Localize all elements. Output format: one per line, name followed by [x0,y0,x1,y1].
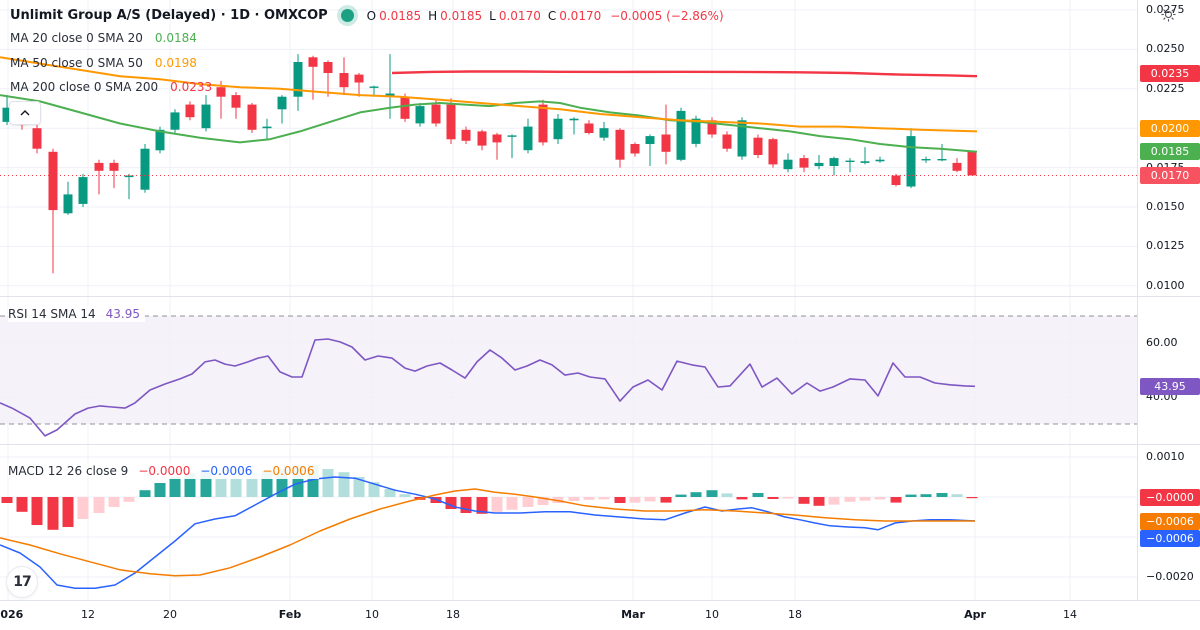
rsi-panel[interactable] [0,296,1137,444]
rsi-band [0,316,1137,424]
price-axis-label: 0.0150 [1146,200,1185,213]
price-axis-label: 0.0100 [1146,278,1185,292]
price-axis-label: 0.0250 [1146,42,1185,56]
macd-histogram [1,465,978,530]
ohlc-key: L [489,8,496,23]
ma50-price-badge: 0.0200 [1140,119,1200,137]
time-axis-tick: Apr [964,608,986,621]
price-scale[interactable]: 0.02750.02500.02250.01750.01500.01250.01… [1138,0,1200,600]
macd-axis-label: 0.0010 [1146,450,1185,463]
ma50-line [0,56,978,133]
macd-line-badge: −0.0006 [1140,529,1200,547]
time-axis-separator [0,600,1200,601]
time-axis-tick: 10 [705,608,719,621]
price-change: −0.0005 (−2.86%) [610,8,724,23]
ohlc-value: 0.0170 [559,8,602,23]
price-axis-label: 0.0225 [1146,81,1185,95]
ma200-price-badge: 0.0235 [1140,64,1200,82]
price-axis-label: 0.0275 [1146,3,1185,16]
macd-legend-value: −0.0006 [200,464,253,478]
price-panel[interactable] [0,0,1137,296]
ma50-label: MA 50 close 0 SMA 50 [10,56,143,70]
symbol-title[interactable]: Unlimit Group A/S (Delayed) · 1D · OMXCO… [10,8,328,23]
macd-axis-label: −0.0020 [1146,570,1194,583]
price-axis-label: 0.0125 [1146,239,1185,253]
time-axis-tick: 18 [788,608,802,621]
macd-legend-value: −0.0000 [138,464,191,478]
ohlc-value: 0.0170 [498,8,541,23]
macd-label: MACD 12 26 close 9 [8,464,129,478]
candles-layer [2,54,977,274]
ohlc-key: H [428,8,438,23]
panel-separator[interactable] [0,296,1200,297]
rsi-label: RSI 14 SMA 14 [8,307,96,321]
time-axis-tick: 18 [446,608,460,621]
ohlc-key: C [547,8,557,23]
ma50-value: 0.0198 [154,56,197,70]
ma200-legend[interactable]: MA 200 close 0 SMA 200 0.0233 [10,80,212,94]
market-status-icon[interactable] [340,9,354,22]
price-axis-separator [1137,0,1138,600]
ma20-line [0,94,978,153]
symbol-legend: Unlimit Group A/S (Delayed) · 1D · OMXCO… [10,8,724,23]
time-axis-tick: 12 [81,608,95,621]
macd-hist-badge: −0.0000 [1140,488,1200,506]
rsi-legend[interactable]: RSI 14 SMA 14 43.95 [8,306,146,322]
macd-values: −0.0000 −0.0006 −0.0006 [138,464,314,478]
ma20-value: 0.0184 [154,31,197,45]
macd-signal-badge: −0.0006 [1140,512,1200,530]
time-axis-tick: 14 [1063,608,1077,621]
time-axis-tick: Mar [621,608,645,621]
chevron-up-icon [20,110,30,116]
macd-panel[interactable] [0,444,1137,600]
price-gridlines [0,0,1137,296]
settings-gear-icon[interactable] [1161,7,1176,22]
ma50-legend[interactable]: MA 50 close 0 SMA 50 0.0198 [10,56,197,70]
macd-legend[interactable]: MACD 12 26 close 9 −0.0000 −0.0006 −0.0006 [8,463,320,479]
ohlc-value: 0.0185 [379,8,422,23]
macd-line [0,476,976,589]
last-price-badge: 0.0170 [1140,166,1200,184]
rsi-value: 43.95 [105,307,141,321]
ma200-label: MA 200 close 0 SMA 200 [10,80,159,94]
macd-legend-value: −0.0006 [262,464,315,478]
tradingview-logo[interactable]: 17 [6,566,38,598]
macd-signal-line [0,488,975,577]
panel-separator[interactable] [0,444,1200,445]
ma200-value: 0.0233 [170,80,213,94]
ma20-price-badge: 0.0185 [1140,143,1200,161]
time-scale[interactable]: 2026 12 20 Feb 10 18 Mar 10 18 Apr 14 [0,601,1200,630]
collapse-legend-button[interactable] [9,101,41,125]
time-axis-tick: Feb [278,608,302,621]
ma20-label: MA 20 close 0 SMA 20 [10,31,143,45]
ma20-legend[interactable]: MA 20 close 0 SMA 20 0.0184 [10,31,197,45]
ohlc-values: O 0.0185 H 0.0185 L 0.0170 C 0.0170 [367,9,602,23]
macd-gridlines [0,444,1137,600]
time-axis-tick: 10 [365,608,379,621]
ma200-line [391,70,978,78]
rsi-axis-label: 60.00 [1146,336,1178,349]
rsi-value-badge: 43.95 [1140,377,1200,395]
ohlc-key: O [366,8,377,23]
rsi-line [0,338,976,437]
time-axis-tick: 20 [163,608,177,621]
time-axis-tick: 2026 [0,608,24,621]
ohlc-value: 0.0185 [440,8,483,23]
